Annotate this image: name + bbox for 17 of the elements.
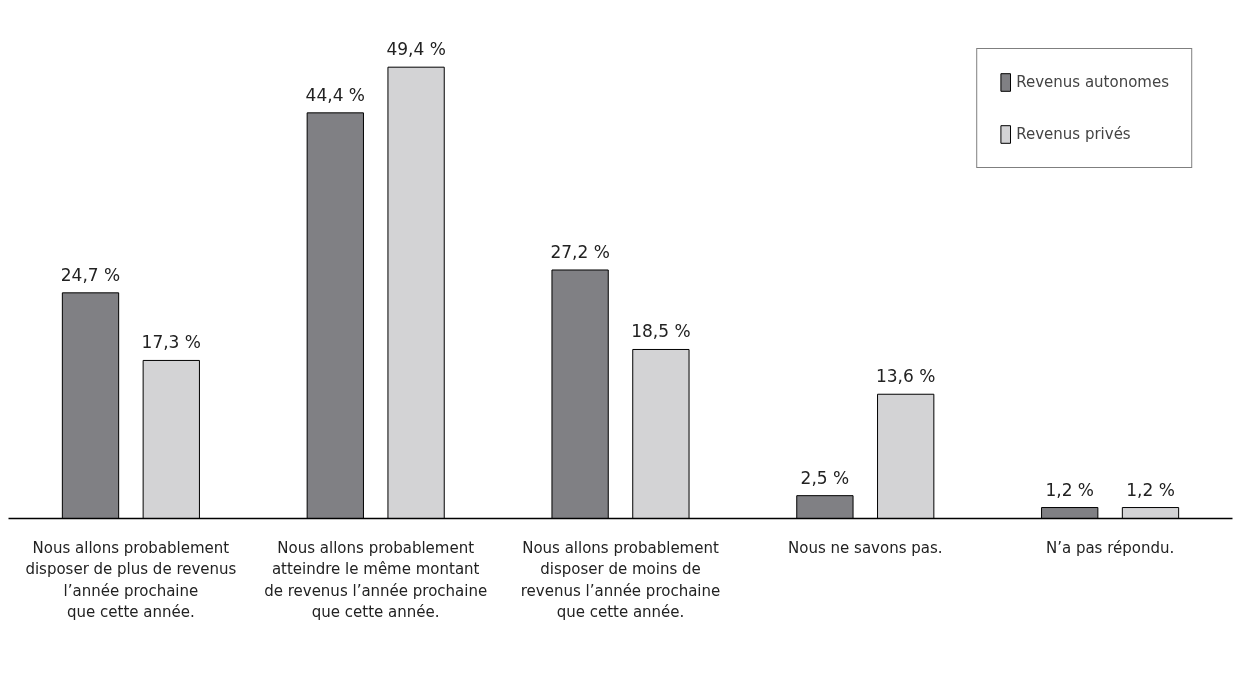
data-label: 27,2 % bbox=[550, 242, 610, 262]
data-label: 18,5 % bbox=[631, 321, 691, 342]
legend-label: Revenus autonomes bbox=[1016, 73, 1169, 91]
data-label: 13,6 % bbox=[875, 366, 936, 387]
data-label: 17,3 % bbox=[141, 332, 202, 353]
data-label: 44,4 % bbox=[305, 84, 366, 105]
data-label: 1,2 % bbox=[1126, 479, 1175, 500]
data-label: 2,5 % bbox=[800, 467, 850, 488]
data-label: 1,2 % bbox=[1045, 479, 1095, 500]
x-tick-label: Nous allons probablement atteindre le même montant de revenus l’année prochaine que cette année. bbox=[264, 538, 488, 622]
x-tick-label: Nous ne savons pas. bbox=[788, 538, 943, 557]
x-tick-label: N’a pas répondu. bbox=[1045, 538, 1175, 557]
legend-label: Revenus privés bbox=[1016, 125, 1131, 143]
data-label: 24,7 % bbox=[60, 264, 121, 285]
x-tick-label: Nous allons probablement disposer de plus de revenus l’année prochaine que cette année. bbox=[25, 538, 237, 622]
x-tick-label: Nous allons probablement disposer de moins de revenus l’année prochaine que cette année. bbox=[520, 538, 721, 622]
data-label: 49,4 % bbox=[386, 39, 446, 60]
